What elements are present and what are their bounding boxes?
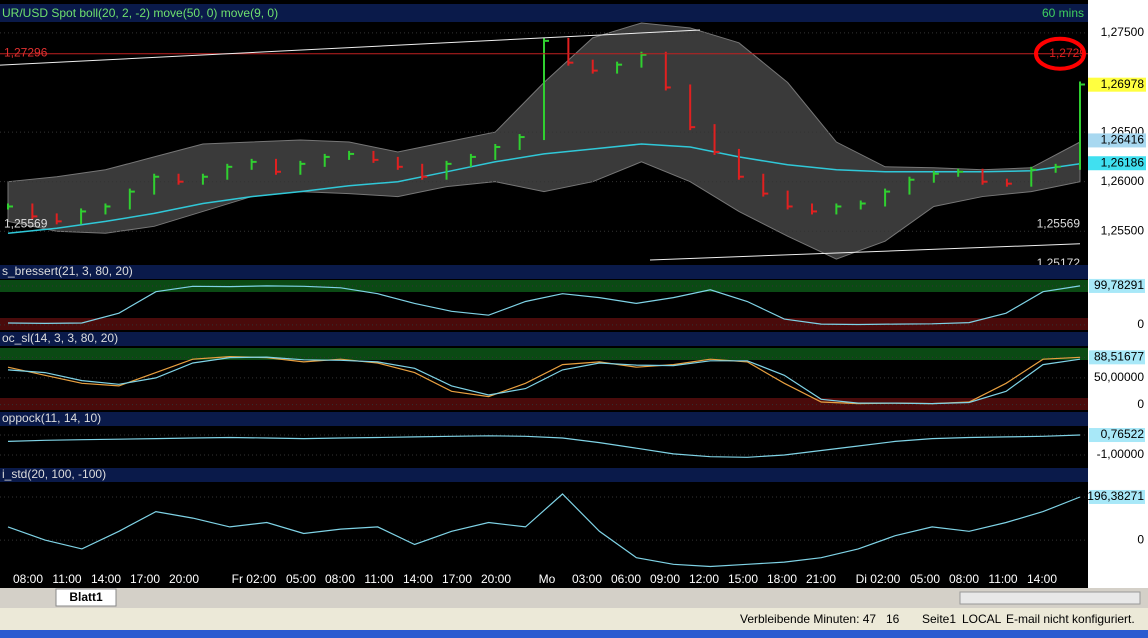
x-tick-label: 06:00 <box>611 572 641 586</box>
panel-title: i_std(20, 100, -100) <box>2 467 106 481</box>
value-box <box>1089 428 1145 443</box>
panel-header <box>0 412 1088 426</box>
panel-title: oc_sl(14, 3, 3, 80, 20) <box>2 331 118 345</box>
y-tick-label: 88,51677 <box>1094 350 1144 364</box>
trend-line <box>649 243 1081 261</box>
last-price-box <box>1088 77 1146 92</box>
highlight-circle <box>1034 36 1086 71</box>
y-tick-label: -1,00000 <box>1097 447 1145 461</box>
tab-bar <box>0 588 1148 608</box>
y-tick-label: 0 <box>1137 532 1144 546</box>
x-tick-label: 05:00 <box>286 572 316 586</box>
status-text: Seite1 <box>922 612 956 626</box>
y-tick-label: 1,25500 <box>1101 223 1145 237</box>
overbought-zone <box>0 348 1088 360</box>
x-tick-label: 20:00 <box>169 572 199 586</box>
x-tick-label: 08:00 <box>325 572 355 586</box>
panel-title: oppock(11, 14, 10) <box>2 411 101 425</box>
trend-line <box>0 29 701 66</box>
y-tick-label: 0 <box>1137 317 1144 331</box>
title-bar <box>0 4 1088 22</box>
panel-header <box>0 265 1088 279</box>
x-tick-label: 21:00 <box>806 572 836 586</box>
taskbar <box>0 630 1148 638</box>
x-tick-label: Mo <box>539 572 556 586</box>
tab[interactable] <box>55 588 117 607</box>
last-price: 1,26978 <box>1101 77 1145 91</box>
y-tick-label: 196,38271 <box>1087 489 1144 503</box>
indicator-line <box>7 434 1081 458</box>
x-tick-label: 11:00 <box>988 572 1017 586</box>
x-tick-label: 11:00 <box>364 572 393 586</box>
marker-label: 1,2729 <box>1049 46 1086 60</box>
y-tick-label: 0 <box>1137 397 1144 411</box>
status-text: LOCAL <box>962 612 1002 626</box>
y-tick-label: 0,76522 <box>1101 427 1145 441</box>
indicator-line <box>7 285 1081 326</box>
title: UR/USD Spot boll(20, 2, -2) move(50, 0) … <box>2 6 278 20</box>
ma-label-box <box>1088 133 1146 148</box>
time-axis-bg <box>0 570 1088 588</box>
ma-label: 1,26186 <box>1101 155 1145 169</box>
x-tick-label: 08:00 <box>949 572 979 586</box>
panel-title: s_bressert(21, 3, 80, 20) <box>2 264 133 278</box>
status-text: Verbleibende Minuten: 47 <box>740 612 876 626</box>
x-tick-label: Fr 02:00 <box>232 572 277 586</box>
ma-label-box <box>1088 156 1146 171</box>
x-tick-label: 14:00 <box>403 572 433 586</box>
y-tick-label: 50,00000 <box>1094 370 1144 384</box>
oversold-zone <box>0 318 1088 330</box>
ma-label: 1,26416 <box>1101 133 1145 147</box>
right-label: 1,25569 <box>1037 217 1081 231</box>
x-tick-label: 05:00 <box>910 572 940 586</box>
left-label: 1,25569 <box>4 217 48 231</box>
indicator-line <box>7 493 1081 568</box>
x-tick-label: 15:00 <box>728 572 758 586</box>
value-box <box>1089 278 1145 293</box>
x-tick-label: Di 02:00 <box>856 572 901 586</box>
status-text: 16 <box>886 612 900 626</box>
left-label: 1,27296 <box>4 45 48 59</box>
x-tick-label: 17:00 <box>442 572 472 586</box>
indicator-line <box>7 356 1081 405</box>
value-box <box>1089 350 1145 365</box>
y-tick-label: 1,26000 <box>1101 174 1145 188</box>
x-tick-label: 12:00 <box>689 572 719 586</box>
y-tick-label: 99,78291 <box>1094 278 1144 292</box>
x-tick-label: 14:00 <box>1027 572 1057 586</box>
x-tick-label: 03:00 <box>572 572 602 586</box>
x-tick-label: 09:00 <box>650 572 680 586</box>
y-tick-label: 1,27500 <box>1101 25 1145 39</box>
x-tick-label: 08:00 <box>13 572 43 586</box>
x-tick-label: 17:00 <box>130 572 160 586</box>
value-box <box>1089 489 1145 504</box>
x-tick-label: 14:00 <box>91 572 121 586</box>
x-tick-label: 20:00 <box>481 572 511 586</box>
scrollbar[interactable] <box>959 591 1141 605</box>
x-tick-label: 11:00 <box>52 572 81 586</box>
panel-header <box>0 332 1088 346</box>
status-text: E-mail nicht konfiguriert. <box>1006 612 1135 626</box>
panel-header <box>0 468 1088 482</box>
status-bar <box>0 608 1148 630</box>
ma-line <box>7 143 1081 235</box>
timeframe: 60 mins <box>1042 6 1084 20</box>
oversold-zone <box>0 398 1088 410</box>
x-tick-label: 18:00 <box>767 572 797 586</box>
tab-label[interactable]: Blatt1 <box>69 590 103 604</box>
